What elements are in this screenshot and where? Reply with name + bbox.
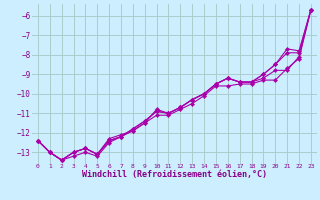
X-axis label: Windchill (Refroidissement éolien,°C): Windchill (Refroidissement éolien,°C) <box>82 170 267 179</box>
